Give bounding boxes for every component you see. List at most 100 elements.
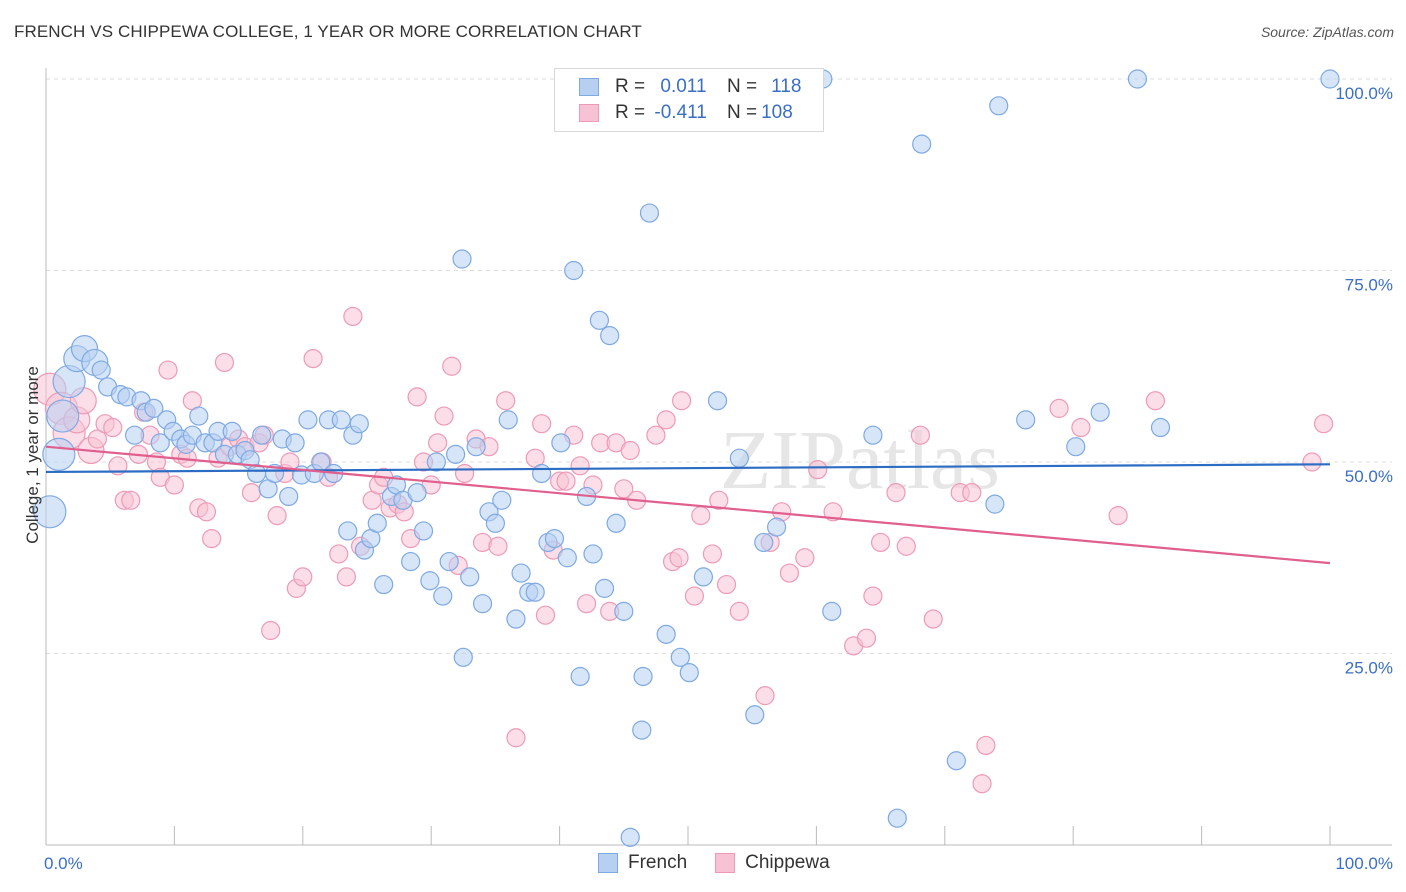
x-tick-label-min: 0.0% — [44, 854, 83, 873]
french-point — [485, 513, 505, 533]
r-label: R = — [615, 76, 646, 97]
french-point — [632, 720, 652, 740]
legend-item-french[interactable]: French — [598, 852, 687, 874]
chippewa-point — [87, 429, 107, 449]
french-point — [670, 647, 690, 667]
french-trend-line — [45, 463, 1331, 474]
trend-lines — [45, 445, 1331, 565]
french-point — [285, 433, 305, 453]
chippewa-point — [910, 425, 931, 445]
french-point — [600, 326, 620, 346]
french-point — [367, 513, 387, 533]
chippewa-point — [428, 433, 448, 453]
french-point — [42, 437, 76, 471]
french-point — [544, 528, 565, 549]
chippewa-point — [1049, 398, 1069, 418]
french-point — [589, 310, 610, 330]
french-point — [252, 425, 272, 445]
chippewa-point — [684, 586, 705, 606]
chippewa-point — [671, 391, 692, 411]
french-point — [124, 425, 145, 445]
y-tick-label: 75.0% — [1345, 276, 1393, 295]
chippewa-point — [823, 502, 843, 522]
french-point — [822, 601, 842, 621]
chippewa-point — [1313, 414, 1334, 434]
chippewa-point — [779, 563, 800, 583]
french-point — [620, 827, 640, 847]
chippewa-point — [535, 605, 556, 625]
chippewa-point — [407, 387, 427, 407]
chippewa-point — [121, 490, 141, 510]
chippewa-point — [923, 609, 943, 629]
chippewa-point — [343, 306, 363, 327]
chippewa-point — [755, 686, 775, 706]
french-point — [887, 808, 907, 828]
chippewa-point — [702, 544, 722, 564]
chippewa-point — [896, 536, 916, 556]
french-point — [298, 410, 318, 430]
french-point — [946, 751, 966, 771]
french-point — [189, 406, 209, 426]
french-point — [639, 203, 660, 223]
french-point — [439, 551, 459, 572]
stats-row-french: R = 0.011 N = 118 — [579, 75, 801, 99]
french-point — [452, 249, 472, 269]
chippewa-point — [267, 506, 287, 526]
french-point — [1127, 69, 1148, 89]
french-point — [656, 624, 676, 644]
y-tick-label: 25.0% — [1345, 659, 1393, 678]
chippewa-point — [656, 410, 676, 430]
french-point — [532, 463, 552, 484]
french-point — [551, 433, 571, 453]
french-point — [426, 452, 446, 472]
french-point — [46, 399, 80, 433]
french-point — [150, 433, 170, 453]
french-point — [453, 647, 473, 667]
french-point — [557, 548, 577, 568]
stats-r-chippewa: R = -0.411 — [615, 102, 711, 124]
french-point — [633, 666, 653, 687]
french-point — [472, 594, 493, 614]
chippewa-point — [646, 425, 666, 445]
chippewa-point — [488, 536, 508, 556]
french-point — [511, 563, 531, 583]
french-point — [1090, 402, 1110, 422]
chippewa-point — [158, 360, 178, 380]
stats-legend: R = 0.011 N = 118 R = -0.411 N = 108 — [554, 68, 824, 132]
y-tick-label: 50.0% — [1345, 467, 1393, 486]
chippewa-point — [303, 348, 323, 369]
french-points — [33, 69, 1340, 847]
french-legend-swatch — [598, 853, 618, 873]
french-swatch — [579, 78, 599, 96]
french-point — [492, 490, 512, 510]
french-point — [349, 414, 369, 434]
chippewa-point — [1145, 391, 1165, 411]
y-tick-label: 100.0% — [1335, 84, 1393, 103]
chippewa-point — [496, 391, 516, 411]
french-point — [374, 574, 394, 595]
french-point — [594, 578, 615, 598]
legend-item-chippewa[interactable]: Chippewa — [715, 852, 830, 874]
french-point — [506, 609, 526, 629]
french-point — [570, 666, 590, 687]
french-point — [729, 448, 749, 468]
chippewa-points — [33, 306, 1334, 794]
french-point — [433, 586, 453, 606]
french-point — [460, 567, 480, 587]
chippewa-point — [329, 544, 349, 564]
french-point — [985, 494, 1005, 514]
r-label: R = — [615, 102, 646, 123]
n-value-chippewa: 108 — [761, 102, 793, 123]
chippewa-point — [795, 548, 815, 568]
r-value-french: 0.011 — [660, 76, 707, 97]
chart-title: FRENCH VS CHIPPEWA COLLEGE, 1 YEAR OR MO… — [14, 22, 642, 41]
chippewa-point — [620, 440, 640, 461]
chippewa-point — [972, 774, 992, 794]
chippewa-point — [1071, 417, 1091, 438]
chippewa-point — [108, 456, 128, 476]
n-label: N = — [727, 102, 758, 123]
chippewa-trend-line — [45, 445, 1331, 565]
chippewa-point — [576, 594, 597, 614]
x-tick-label-max: 100.0% — [1335, 854, 1393, 873]
